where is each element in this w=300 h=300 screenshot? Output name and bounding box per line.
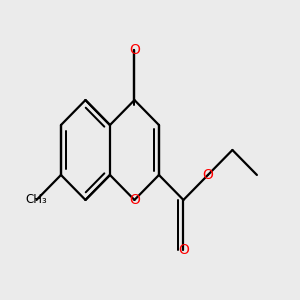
Text: CH₃: CH₃ <box>26 194 47 206</box>
Text: O: O <box>202 168 213 182</box>
Text: O: O <box>129 193 140 207</box>
Text: O: O <box>129 43 140 57</box>
Text: O: O <box>178 243 189 257</box>
